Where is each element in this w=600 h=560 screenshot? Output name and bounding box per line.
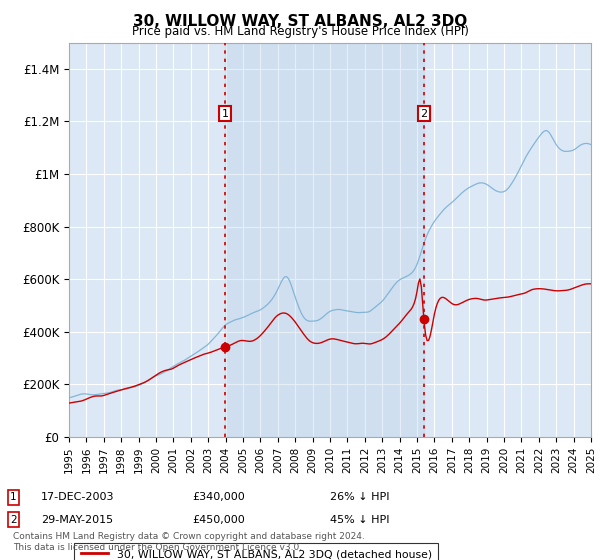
Text: Contains HM Land Registry data © Crown copyright and database right 2024.
This d: Contains HM Land Registry data © Crown c…: [13, 532, 365, 552]
Text: 29-MAY-2015: 29-MAY-2015: [41, 515, 113, 525]
Legend: 30, WILLOW WAY, ST ALBANS, AL2 3DQ (detached house), HPI: Average price, detache: 30, WILLOW WAY, ST ALBANS, AL2 3DQ (deta…: [74, 543, 438, 560]
Text: 45% ↓ HPI: 45% ↓ HPI: [330, 515, 389, 525]
Text: £340,000: £340,000: [192, 492, 245, 502]
Text: 1: 1: [221, 109, 229, 119]
Text: 26% ↓ HPI: 26% ↓ HPI: [330, 492, 389, 502]
Text: 2: 2: [10, 515, 17, 525]
Text: 2: 2: [421, 109, 428, 119]
Text: 17-DEC-2003: 17-DEC-2003: [41, 492, 115, 502]
Text: 30, WILLOW WAY, ST ALBANS, AL2 3DQ: 30, WILLOW WAY, ST ALBANS, AL2 3DQ: [133, 14, 467, 29]
Text: 1: 1: [10, 492, 17, 502]
Bar: [225, 43, 424, 437]
Text: Price paid vs. HM Land Registry's House Price Index (HPI): Price paid vs. HM Land Registry's House …: [131, 25, 469, 38]
Text: £450,000: £450,000: [192, 515, 245, 525]
